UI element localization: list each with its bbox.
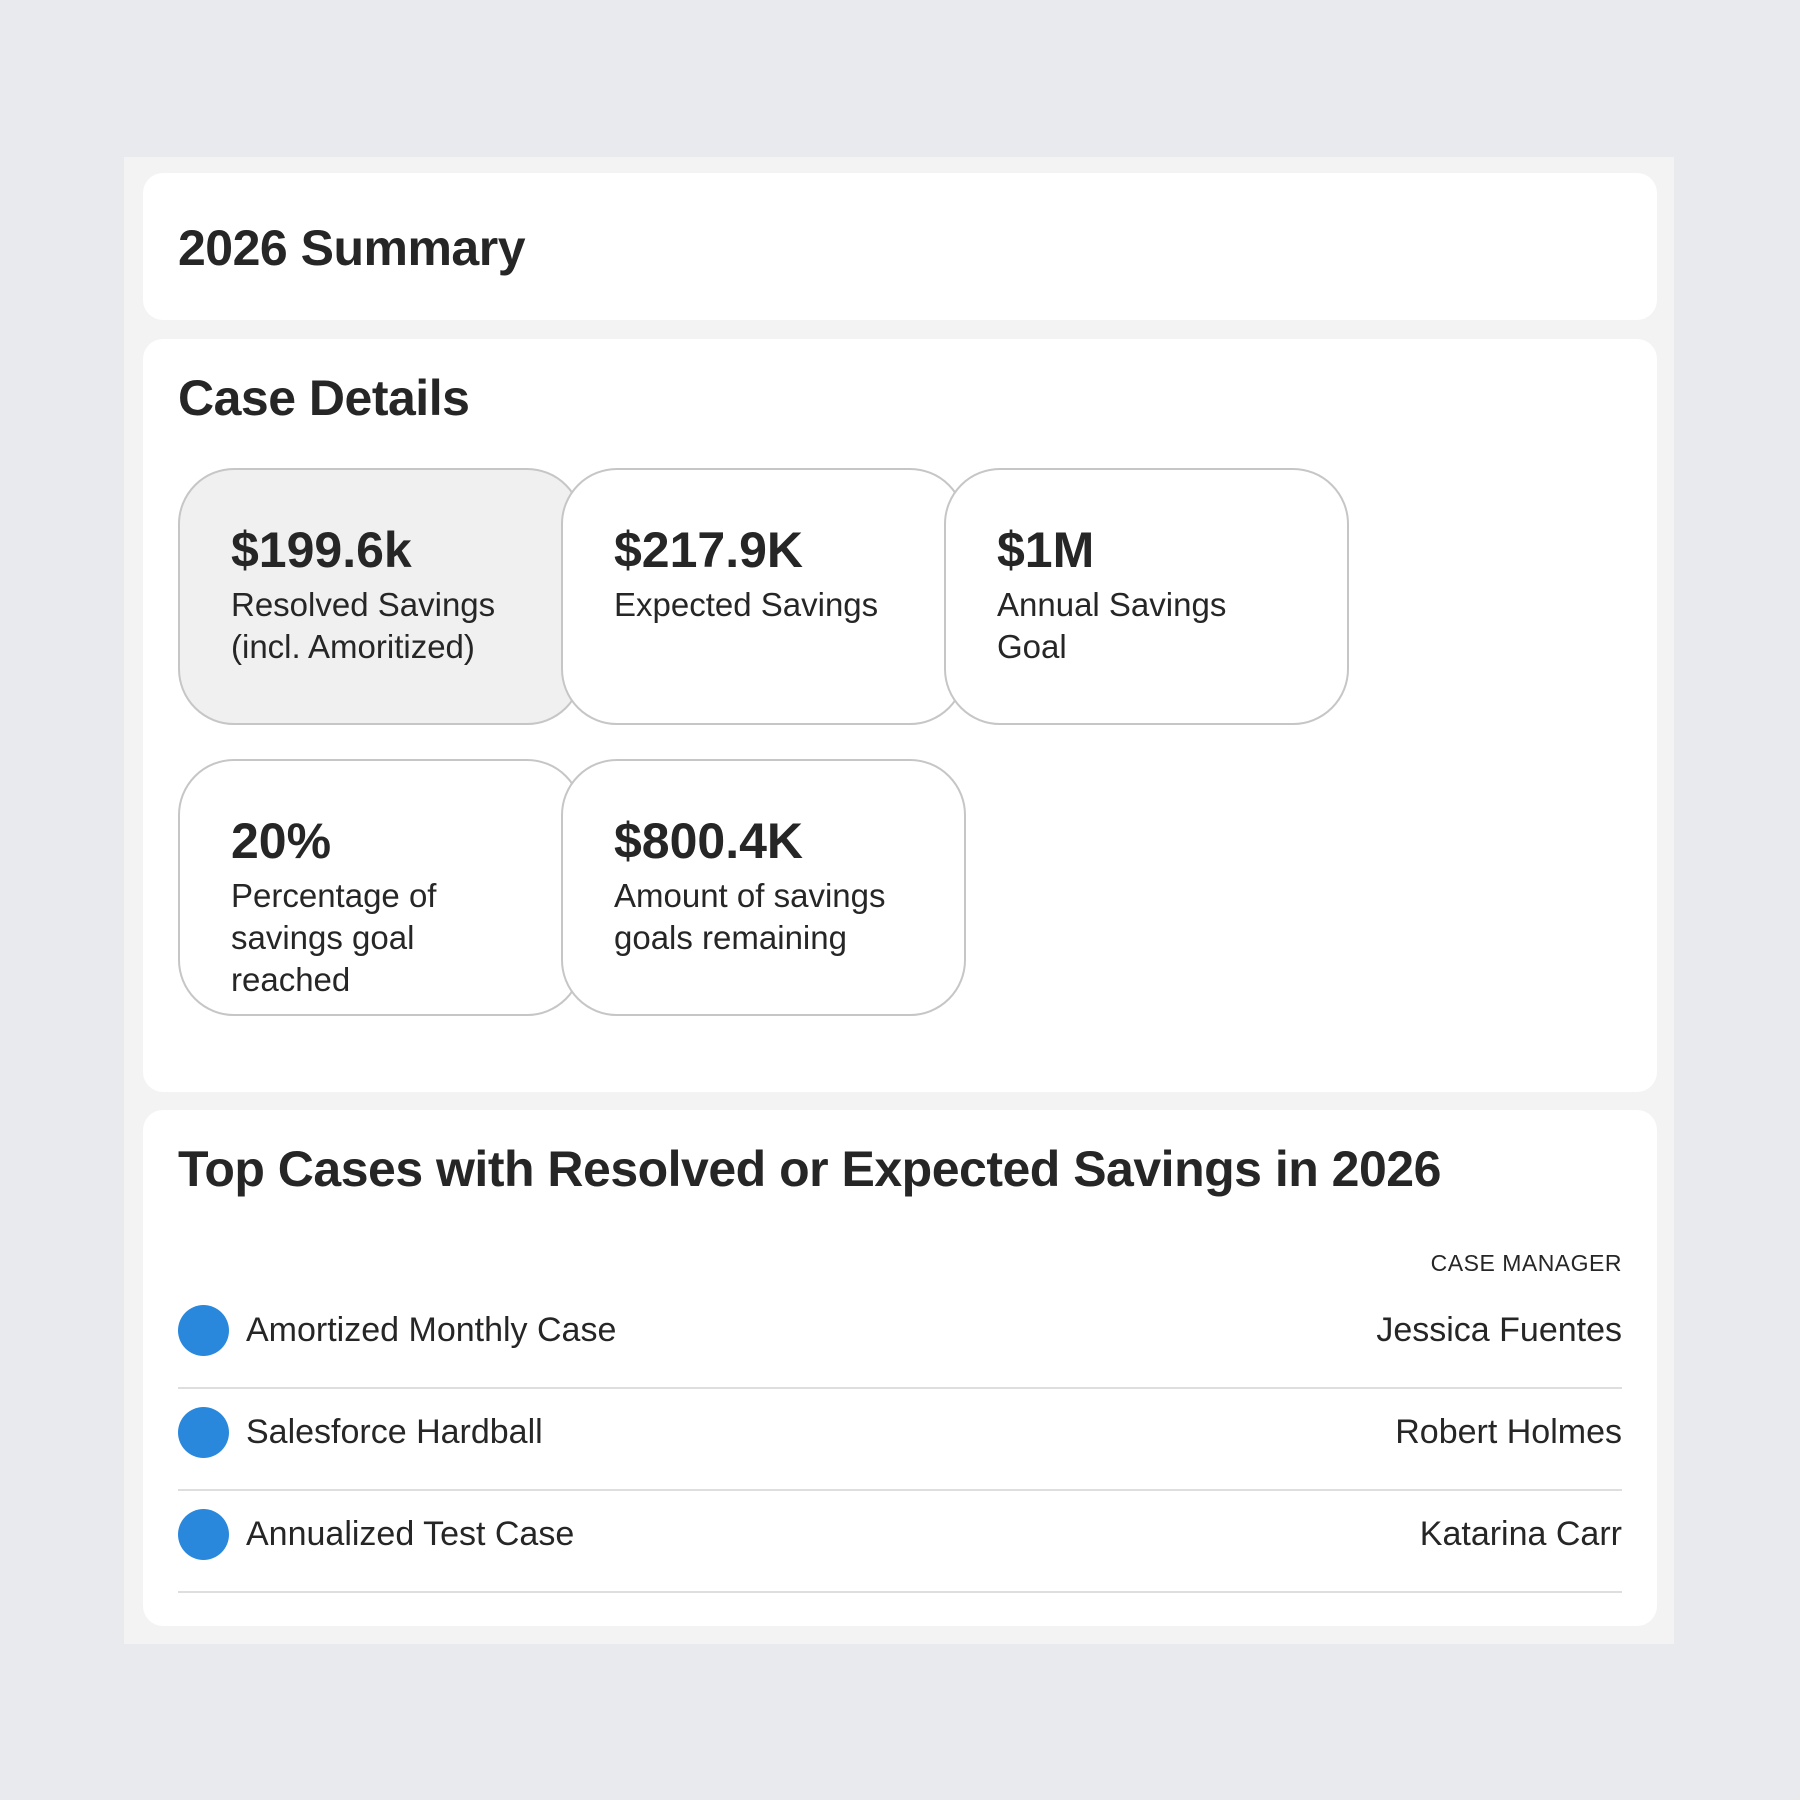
case-manager: Katarina Carr bbox=[1419, 1515, 1622, 1553]
case-manager: Robert Holmes bbox=[1395, 1413, 1622, 1451]
summary-card: 2026 Summary bbox=[143, 173, 1657, 320]
panel: 2026 Summary Case Details $199.6k Resolve… bbox=[124, 157, 1674, 1644]
metric-label: Resolved Savings (incl. Amoritized) bbox=[231, 586, 496, 665]
top-cases-card: Top Cases with Resolved or Expected Savi… bbox=[143, 1110, 1657, 1626]
case-name: Amortized Monthly Case bbox=[246, 1311, 617, 1349]
metric-value: $199.6k bbox=[231, 522, 412, 578]
case-row[interactable]: Annualized Test Case Katarina Carr bbox=[178, 1491, 1622, 1593]
status-dot bbox=[178, 1407, 229, 1458]
metric-tile[interactable]: $217.9K Expected Savings bbox=[561, 468, 966, 725]
metric-tile[interactable]: $800.4K Amount of savings goals remaining bbox=[561, 759, 966, 1016]
case-name: Salesforce Hardball bbox=[246, 1413, 543, 1451]
status-dot bbox=[178, 1305, 229, 1356]
metric-value: $217.9K bbox=[614, 522, 804, 578]
page-title: 2026 Summary bbox=[178, 220, 526, 276]
metric-tile[interactable]: $1M Annual Savings Goal bbox=[944, 468, 1349, 725]
metric-label: Annual Savings Goal bbox=[997, 586, 1227, 665]
metric-tile[interactable]: 20% Percentage of savings goal reached bbox=[178, 759, 583, 1016]
case-row[interactable]: Salesforce Hardball Robert Holmes bbox=[178, 1389, 1622, 1491]
status-dot bbox=[178, 1509, 229, 1560]
case-manager: Jessica Fuentes bbox=[1376, 1311, 1622, 1349]
metric-label: Expected Savings bbox=[614, 586, 879, 623]
section-title: Top Cases with Resolved or Expected Savi… bbox=[178, 1141, 1441, 1197]
metric-value: $800.4K bbox=[614, 813, 804, 869]
section-title: Case Details bbox=[178, 370, 470, 426]
metric-label: Percentage of savings goal reached bbox=[231, 877, 437, 998]
case-details-card: Case Details $199.6k Resolved Savings (in… bbox=[143, 339, 1657, 1092]
column-header: CASE MANAGER bbox=[1430, 1250, 1622, 1276]
metric-value: 20% bbox=[231, 813, 332, 869]
metric-tile[interactable]: $199.6k Resolved Savings (incl. Amoritize… bbox=[178, 468, 583, 725]
case-row[interactable]: Amortized Monthly Case Jessica Fuentes bbox=[178, 1287, 1622, 1389]
case-name: Annualized Test Case bbox=[246, 1515, 575, 1553]
metric-value: $1M bbox=[997, 522, 1095, 578]
metric-label: Amount of savings goals remaining bbox=[614, 877, 886, 956]
